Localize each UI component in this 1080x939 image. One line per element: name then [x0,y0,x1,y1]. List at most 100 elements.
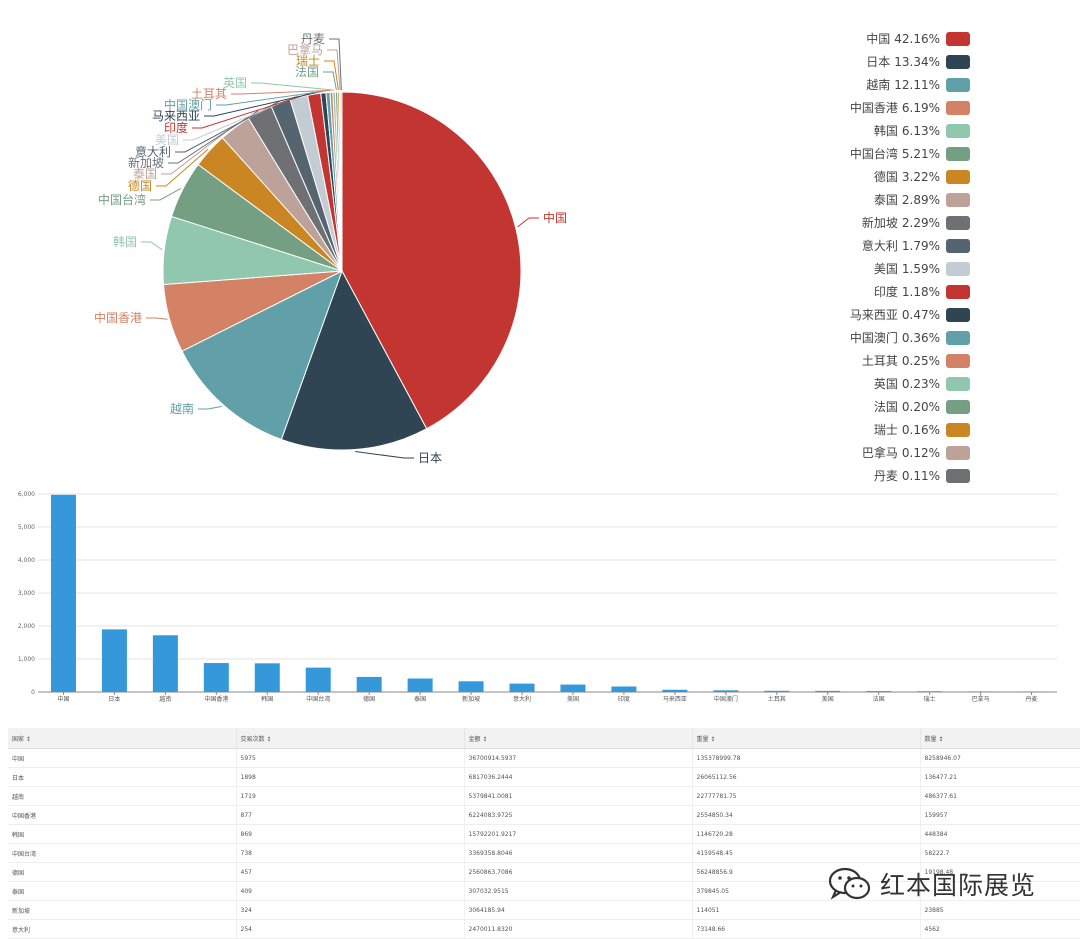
bar[interactable] [611,686,637,692]
pie-slice[interactable] [181,269,343,441]
legend-item[interactable]: 中国澳门 0.36% [770,326,970,349]
table-cell: 新加坡 [8,900,237,920]
legend-item[interactable]: 丹麦 0.11% [770,464,970,487]
legend-item[interactable]: 瑞士 0.16% [770,418,970,441]
bar[interactable] [968,691,994,692]
bar-x-tick-label: 土耳其 [768,695,786,703]
bar-x-tick-label: 泰国 [414,695,426,703]
table-header-cell[interactable]: 交易次数 ↕ [236,728,465,749]
pie-slice[interactable] [341,91,522,430]
legend-item[interactable]: 中国香港 6.19% [770,96,970,119]
bar[interactable] [560,684,586,692]
legend-item[interactable]: 意大利 1.79% [770,234,970,257]
bar[interactable] [764,690,790,692]
bar[interactable] [866,691,892,692]
bar-chart: 0 1,000 2,000 3,000 4,000 5,000 6,000 中国 日本 越南 中国香… [18,491,1057,703]
table-cell: 254 [236,919,465,939]
bar[interactable] [815,690,841,692]
legend-item[interactable]: 德国 3.22% [770,165,970,188]
pie-label-line [324,60,339,91]
bar[interactable] [662,689,688,692]
bar[interactable] [407,678,433,692]
bar-x-tick-label: 新加坡 [462,695,480,703]
bar[interactable] [50,494,76,692]
bar[interactable] [458,681,484,692]
bar[interactable] [713,690,739,692]
bar[interactable] [1019,691,1045,692]
legend-swatch [946,399,970,414]
table-cell: 5975 [236,748,465,768]
pie-label-line [168,109,260,164]
legend-item[interactable]: 美国 1.59% [770,257,970,280]
legend-item[interactable]: 印度 1.18% [770,280,970,303]
legend-swatch [946,31,970,46]
bar[interactable] [356,676,382,692]
legend-label: 美国 [873,262,898,276]
bar-x-tick-label: 美国 [822,695,834,703]
table-cell: 486377.61 [920,786,1080,806]
legend-percent: 2.89% [901,192,940,207]
pie-label-line [198,405,222,410]
table-row: 中国台湾 738 3369358.8046 4159548.45 58222.7 [8,843,1080,863]
pie-label: 越南 [170,401,194,416]
legend-label: 印度 [873,285,898,299]
legend-item[interactable]: 韩国 6.13% [770,119,970,142]
pie-label-line [329,38,342,91]
pie-label: 韩国 [113,234,137,249]
legend-item[interactable]: 越南 12.11% [770,73,970,96]
table-header-cell[interactable]: 金额 ↕ [464,728,693,749]
legend-item[interactable]: 新加坡 2.29% [770,211,970,234]
legend-item[interactable]: 泰国 2.89% [770,188,970,211]
legend-swatch [946,468,970,483]
table-cell: 4562 [920,919,1080,939]
legend-item[interactable]: 马来西亚 0.47% [770,303,970,326]
table-cell: 869 [236,824,465,844]
legend-swatch [946,376,970,391]
table-header-cell[interactable]: 重量 ↕ [692,728,921,749]
pie-slice[interactable] [280,269,428,451]
legend-label: 日本 [866,55,891,69]
table-header-cell[interactable]: 国家 ↕ [8,728,237,749]
legend-item[interactable]: 中国台湾 5.21% [770,142,970,165]
legend-label: 中国澳门 [849,331,898,345]
legend-item[interactable]: 日本 13.34% [770,50,970,73]
legend-swatch [946,284,970,299]
bar-y-tick-label: 5,000 [18,524,35,531]
table-cell: 2560863.7086 [464,862,693,882]
legend-label: 巴拿马 [861,446,898,460]
legend-percent: 0.47% [901,307,940,322]
legend-item[interactable]: 巴拿马 0.12% [770,441,970,464]
bar[interactable] [254,663,280,692]
bar[interactable] [917,691,943,692]
bar-x-tick-label: 美国 [567,695,579,703]
table-cell: 136477.21 [920,767,1080,787]
bar-y-tick-label: 0 [31,689,35,696]
table-cell: 135378999.78 [692,748,921,768]
bar-y-tick-label: 6,000 [18,491,35,498]
bar-y-tick-label: 2,000 [18,623,35,630]
legend-item[interactable]: 法国 0.20% [770,395,970,418]
bar[interactable] [509,683,535,692]
legend-item[interactable]: 英国 0.23% [770,372,970,395]
bar[interactable] [203,663,229,692]
pie-label: 中国台湾 [98,192,146,207]
table-cell: 韩国 [8,824,237,844]
legend-item[interactable]: 中国 42.16% [770,27,970,50]
pie-label: 丹麦 [301,32,325,46]
bar[interactable] [101,629,127,692]
bar-x-tick-label: 法国 [873,695,885,703]
legend-label: 中国 [866,32,891,46]
pie-label: 德国 [128,178,152,193]
legend-swatch [946,445,970,460]
legend-swatch [946,307,970,322]
pie-slice[interactable] [340,91,343,272]
table-header-cell[interactable]: 数量 ↕ [920,728,1080,749]
legend-percent: 1.59% [901,261,940,276]
legend-percent: 0.16% [901,422,940,437]
pie-legend: 中国 42.16% 日本 13.34% 越南 12.11% 中国香港 6.19% 韩国 6.13%… [770,27,970,487]
bar[interactable] [305,667,331,692]
bar[interactable] [152,635,178,692]
table-cell: 日本 [8,767,237,787]
legend-item[interactable]: 土耳其 0.25% [770,349,970,372]
legend-label: 法国 [873,400,898,414]
